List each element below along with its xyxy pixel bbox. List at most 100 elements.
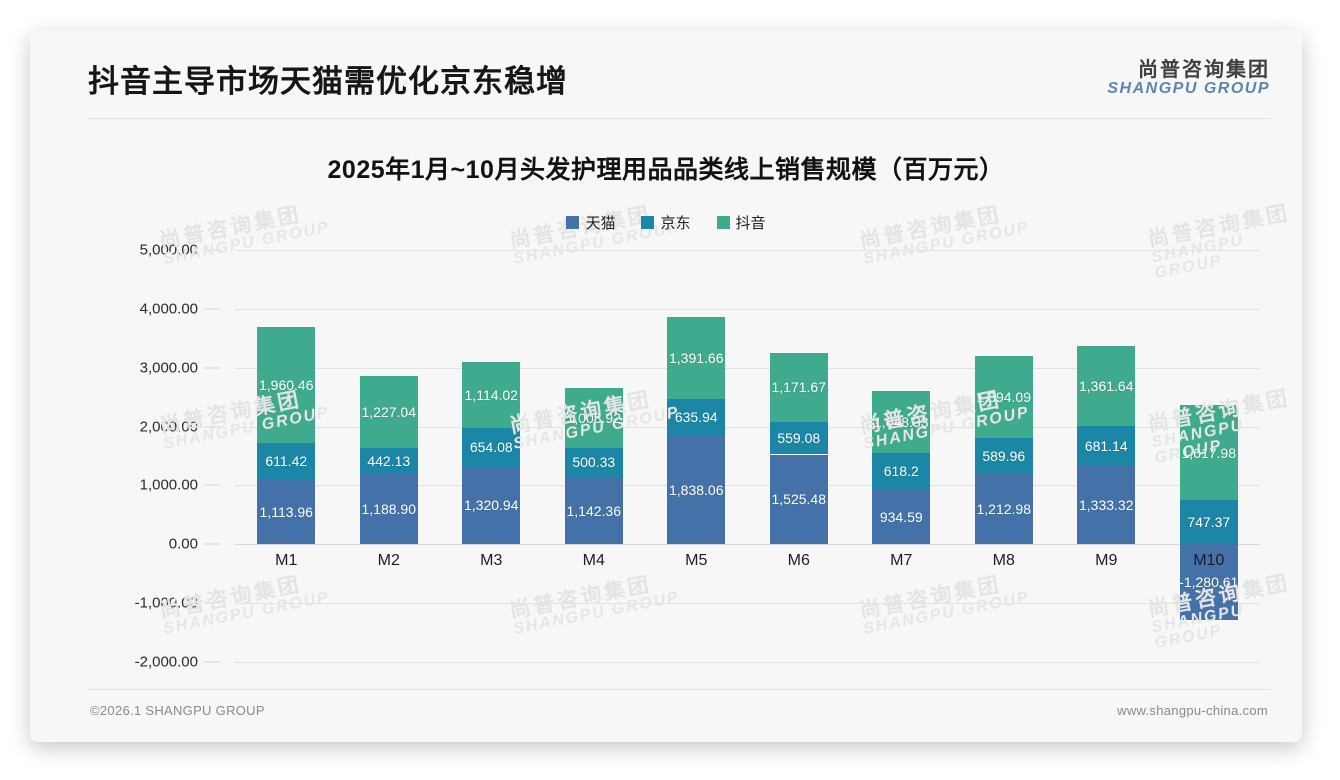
bar-segment-天猫[interactable]: 1,188.90 <box>359 474 418 545</box>
bar-segment-京东[interactable]: 559.08 <box>769 421 828 455</box>
bar-value-label: 1,320.94 <box>464 497 519 514</box>
legend-item-抖音[interactable]: 抖音 <box>716 212 766 233</box>
x-axis-label-M1: M1 <box>275 552 298 570</box>
bar-segment-抖音[interactable]: 1,114.02 <box>462 362 521 429</box>
bar-value-label: 934.59 <box>879 508 923 525</box>
bar-segment-抖音[interactable]: 1,361.64 <box>1077 345 1136 426</box>
brand-logo: 尚普咨询集团 SHANGPU GROUP <box>1107 60 1270 98</box>
bar-value-label: 1,188.90 <box>361 501 417 518</box>
bar-value-label: 1,361.64 <box>1079 377 1134 394</box>
y-axis-tick-label: 5,000.00 <box>139 241 198 259</box>
y-axis-tick-mark <box>204 367 220 369</box>
bar-value-label: 635.94 <box>674 409 718 426</box>
x-axis-label-M3: M3 <box>480 552 503 570</box>
bar-value-label: 1,525.48 <box>771 491 827 508</box>
bar-segment-京东[interactable]: 635.94 <box>667 398 726 437</box>
bar-segment-天猫[interactable]: 1,525.48 <box>769 454 828 545</box>
legend-swatch-icon <box>566 216 580 229</box>
bar-series-group: 1,113.96 611.42 1,960.46 1,188.90 442.13 1,22… <box>235 250 1260 662</box>
bar-stack-M2[interactable]: 1,188.90 442.13 1,227.04 <box>359 250 418 662</box>
footer-divider <box>88 689 1270 690</box>
gridline <box>235 662 1260 663</box>
bar-segment-抖音[interactable]: 1,227.04 <box>359 376 418 449</box>
bar-segment-天猫[interactable]: 1,320.94 <box>462 466 521 545</box>
plot-canvas: 1,113.96 611.42 1,960.46 1,188.90 442.13 1,22… <box>235 250 1260 663</box>
y-axis: 5,000.00 4,000.00 3,000.00 2,000.00 1,000.00… <box>30 242 226 671</box>
y-axis-tick-mark <box>204 602 220 604</box>
legend-label: 京东 <box>660 215 691 232</box>
y-axis-tick-label: 2,000.00 <box>139 418 198 436</box>
bar-segment-京东[interactable]: 681.14 <box>1077 425 1136 466</box>
gridline <box>235 544 1260 546</box>
bar-segment-京东[interactable]: 500.33 <box>564 447 623 478</box>
bar-stack-M3[interactable]: 1,320.94 654.08 1,114.02 <box>462 250 521 662</box>
bar-segment-京东[interactable]: 747.37 <box>1179 500 1238 545</box>
gridline <box>235 426 1260 428</box>
bar-segment-抖音[interactable]: 1,617.98 <box>1179 405 1238 501</box>
bar-value-label: 500.33 <box>572 454 616 471</box>
bar-value-label: 1,227.04 <box>361 404 417 421</box>
logo-chinese-text: 尚普咨询集团 <box>1138 59 1270 81</box>
bar-segment-京东[interactable]: 442.13 <box>359 448 418 475</box>
x-axis-label-M7: M7 <box>890 552 913 570</box>
bar-stack-M4[interactable]: 1,142.36 500.33 1,008.92 <box>564 250 623 662</box>
legend-item-天猫[interactable]: 天猫 <box>566 212 615 233</box>
legend-item-京东[interactable]: 京东 <box>641 212 691 233</box>
bar-value-label: 1,394.09 <box>976 389 1032 406</box>
gridline <box>235 250 1260 251</box>
bar-segment-京东[interactable]: 618.2 <box>872 452 931 490</box>
bar-segment-京东[interactable]: 654.08 <box>462 428 521 467</box>
y-axis-tick-mark <box>204 543 220 545</box>
legend-label: 抖音 <box>735 215 766 232</box>
bar-value-label: 1,960.46 <box>259 377 314 394</box>
y-axis-tick-label: 1,000.00 <box>139 476 198 494</box>
bar-value-label: 611.42 <box>265 452 308 469</box>
bar-segment-天猫[interactable]: 1,838.06 <box>667 436 726 545</box>
bar-stack-M8[interactable]: 1,212.98 589.96 1,394.09 <box>974 250 1033 662</box>
bar-segment-京东[interactable]: 589.96 <box>974 438 1033 473</box>
x-axis-label-M4: M4 <box>582 552 605 570</box>
y-axis-tick-mark <box>204 426 220 428</box>
bar-segment-抖音[interactable]: 1,048.33 <box>872 391 931 453</box>
bar-segment-抖音[interactable]: 1,008.92 <box>564 388 623 448</box>
bar-value-label: 559.08 <box>777 430 821 447</box>
slide-card: 抖音主导市场天猫需优化京东稳增 尚普咨询集团 SHANGPU GROUP 202… <box>30 30 1302 742</box>
x-axis-label-M5: M5 <box>685 552 708 570</box>
bar-value-label: 1,048.33 <box>874 414 929 431</box>
bar-segment-天猫[interactable]: 1,142.36 <box>564 477 623 545</box>
bar-segment-天猫[interactable]: -1,280.61 <box>1179 544 1239 620</box>
footer-copyright: ©2026.1 SHANGPU GROUP <box>90 703 265 718</box>
bar-segment-抖音[interactable]: 1,171.67 <box>769 352 828 422</box>
legend-label: 天猫 <box>585 215 616 232</box>
bar-value-label: 589.96 <box>982 447 1026 464</box>
bar-value-label: 1,838.06 <box>669 482 724 499</box>
y-axis-tick-mark <box>204 484 220 486</box>
y-axis-tick-mark <box>204 308 220 310</box>
bar-value-label: 1,391.66 <box>669 349 724 366</box>
gridline <box>235 485 1260 487</box>
y-axis-tick-label: 0.00 <box>168 535 198 553</box>
bar-stack-M7[interactable]: 934.59 618.2 1,048.33 <box>872 250 931 662</box>
bar-segment-天猫[interactable]: 1,333.32 <box>1077 465 1136 545</box>
bar-segment-天猫[interactable]: 1,212.98 <box>974 472 1033 545</box>
bar-segment-天猫[interactable]: 1,113.96 <box>257 478 316 545</box>
bar-segment-抖音[interactable]: 1,960.46 <box>257 327 316 443</box>
bar-segment-京东[interactable]: 611.42 <box>257 442 316 479</box>
bar-value-label: 654.08 <box>469 439 513 456</box>
bar-stack-M9[interactable]: 1,333.32 681.14 1,361.64 <box>1077 250 1136 662</box>
bar-segment-抖音[interactable]: 1,394.09 <box>974 356 1033 439</box>
x-axis-label-M2: M2 <box>377 552 400 570</box>
x-axis-label-M9: M9 <box>1095 552 1118 570</box>
bar-stack-M10[interactable]: -1,280.61 747.37 1,617.98 <box>1179 250 1239 662</box>
bar-stack-M5[interactable]: 1,838.06 635.94 1,391.66 <box>667 250 726 662</box>
bar-stack-M1[interactable]: 1,113.96 611.42 1,960.46 <box>257 250 316 662</box>
bar-segment-抖音[interactable]: 1,391.66 <box>667 316 726 399</box>
bar-stack-M6[interactable]: 1,525.48 559.08 1,171.67 <box>769 250 828 662</box>
logo-english-text: SHANGPU GROUP <box>1107 80 1270 97</box>
bar-value-label: 1,114.02 <box>464 387 518 404</box>
bar-segment-天猫[interactable]: 934.59 <box>872 489 931 545</box>
bar-value-label: -1,280.61 <box>1179 573 1239 590</box>
footer-website[interactable]: www.shangpu-china.com <box>1117 703 1268 718</box>
gridline <box>235 367 1260 369</box>
gridline <box>235 603 1260 605</box>
